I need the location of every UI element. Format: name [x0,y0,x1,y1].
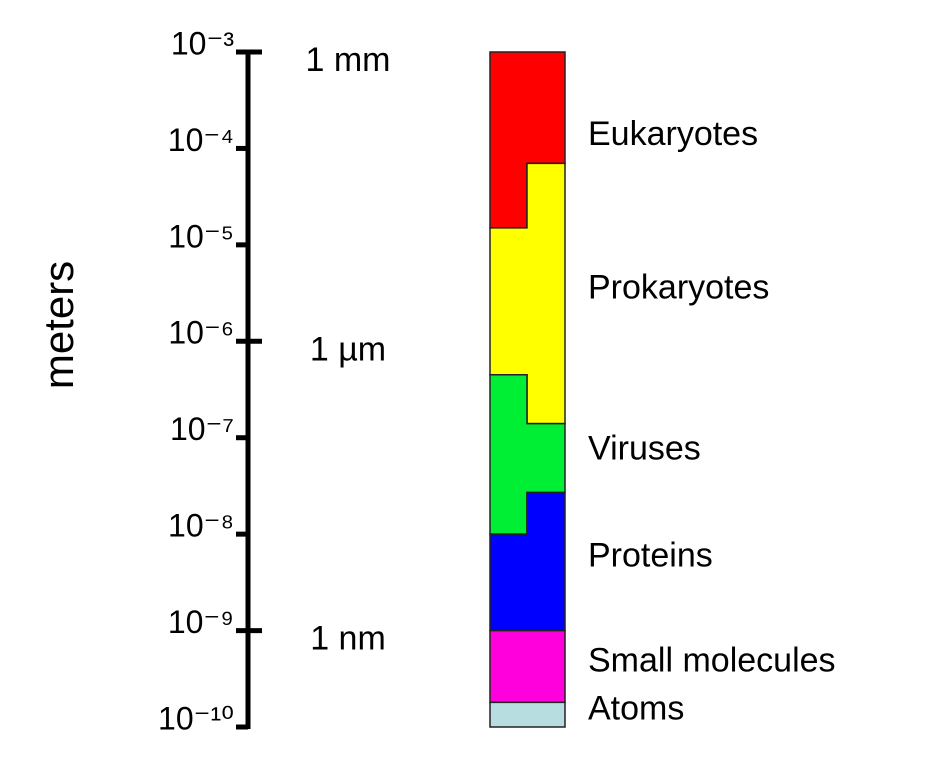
legend-label: Atoms [588,690,684,728]
range-block [489,701,566,728]
legend-label: Eukaryotes [588,115,758,153]
y-tick-label: 10⁻³ [171,25,234,61]
unit-label: 1 mm [306,41,391,79]
y-tick-label: 10⁻⁴ [168,122,234,158]
y-tick-label: 10⁻¹⁰ [158,700,234,736]
y-tick-label: 10⁻⁶ [168,315,234,351]
unit-label: 1 nm [310,620,386,658]
y-tick-label: 10⁻⁵ [168,218,234,254]
y-axis-label: meters [35,261,82,389]
legend-label: Prokaryotes [588,268,769,306]
y-tick-label: 10⁻⁹ [168,604,234,640]
y-tick-label: 10⁻⁷ [170,411,234,447]
legend-label: Viruses [588,429,701,467]
range-block [489,629,566,704]
legend-label: Proteins [588,537,713,575]
unit-label: 1 µm [310,330,386,368]
y-tick-label: 10⁻⁸ [168,508,234,544]
legend-label: Small molecules [588,641,836,679]
